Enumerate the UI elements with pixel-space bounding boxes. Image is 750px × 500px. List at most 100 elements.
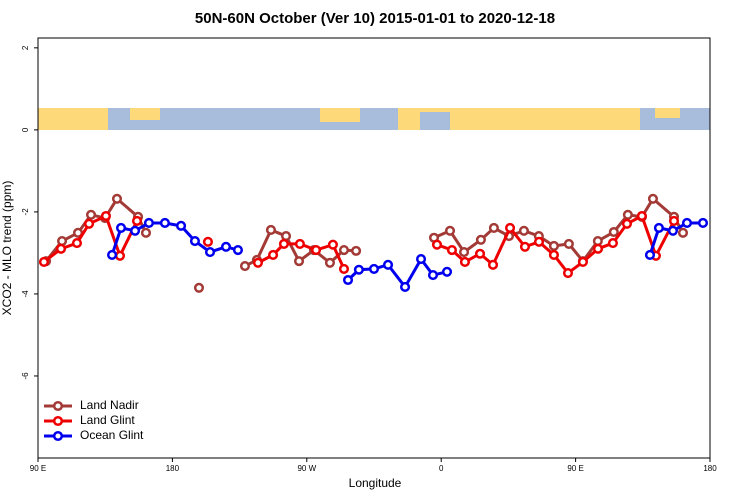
data-point [140, 227, 152, 238]
data-point [189, 235, 200, 247]
data-point [114, 250, 126, 261]
data-point [252, 257, 264, 268]
y-tick-label: -4 [21, 290, 30, 298]
x-tick-label: 90 E [30, 464, 46, 473]
y-tick-label: -6 [21, 372, 30, 380]
legend-marker [52, 400, 64, 412]
data-point [548, 240, 559, 251]
x-tick-label: 180 [703, 464, 717, 473]
y-tick-label: 0 [21, 127, 30, 132]
data-point [697, 217, 709, 229]
data-point [577, 256, 588, 267]
data-point [351, 245, 362, 256]
data-point [55, 243, 67, 254]
data-point [280, 231, 292, 242]
data-point [143, 217, 155, 229]
data-point [193, 282, 205, 293]
data-point [563, 238, 574, 249]
y-tick-label: 2 [21, 45, 30, 50]
chart-title: 50N-60N October (Ver 10) 2015-01-01 to 2… [195, 10, 555, 27]
data-point [608, 226, 619, 238]
legend-marker [52, 430, 64, 442]
data-point [204, 247, 216, 258]
data-point [475, 234, 486, 245]
data-point [338, 263, 350, 274]
data-point [622, 209, 633, 220]
data-point [131, 215, 143, 226]
data-point [84, 218, 95, 229]
data-point [533, 236, 545, 247]
data-point [202, 236, 213, 247]
data-point [636, 210, 647, 222]
legend-marker [52, 415, 64, 427]
data-point [444, 225, 456, 236]
data-point [294, 238, 305, 249]
data-point [368, 263, 380, 274]
data-point [519, 241, 531, 252]
data-point [592, 235, 603, 247]
data-point [107, 249, 118, 261]
data-point [100, 210, 111, 222]
data-point [459, 256, 470, 267]
data-point [653, 222, 664, 233]
x-tick-label: 90 W [297, 464, 316, 473]
data-point [562, 267, 574, 279]
legend-label: Land Nadir [80, 398, 139, 412]
data-point [446, 245, 458, 256]
data-point [681, 217, 693, 229]
data-point [488, 222, 499, 233]
data-point [176, 220, 187, 231]
data-point [474, 248, 486, 259]
y-tick-label: -2 [21, 208, 30, 216]
data-point [239, 260, 251, 272]
data-point [220, 241, 232, 252]
data-point [327, 239, 338, 250]
data-point [338, 245, 350, 256]
data-point [311, 245, 322, 256]
data-point [607, 238, 618, 249]
y-axis-label: XCO2 - MLO trend (ppm) [0, 181, 14, 316]
x-tick-label: 90 E [567, 464, 583, 473]
plot-frame [37, 37, 711, 459]
data-point [548, 249, 559, 261]
data-point [159, 217, 170, 229]
data-point [56, 235, 68, 247]
data-point [111, 193, 123, 204]
data-point [677, 227, 689, 238]
data-point [382, 259, 394, 270]
data-point [518, 225, 529, 236]
data-point [592, 243, 604, 254]
data-point [324, 257, 335, 268]
data-point [400, 281, 411, 293]
data-point [71, 238, 83, 249]
data-point [85, 209, 97, 220]
data-point [647, 193, 659, 204]
data-point [427, 270, 439, 281]
data-point [38, 256, 50, 267]
data-point [487, 259, 499, 270]
x-tick-label: 180 [166, 464, 180, 473]
data-point [644, 249, 656, 261]
data-point [415, 254, 427, 265]
data-point [668, 215, 680, 226]
data-point [130, 225, 141, 236]
data-point [268, 249, 279, 261]
legend-label: Ocean Glint [80, 428, 144, 442]
data-point [293, 256, 305, 267]
map-strip [38, 108, 710, 130]
x-axis-label: Longitude [349, 476, 402, 490]
data-point [278, 238, 290, 249]
data-point [115, 222, 127, 233]
legend-label: Land Glint [80, 413, 135, 427]
x-tick-label: 0 [439, 464, 444, 473]
data-point [431, 239, 443, 250]
data-point [441, 266, 453, 277]
data-point [667, 225, 679, 236]
data-point [265, 224, 277, 236]
data-point [504, 222, 516, 233]
data-point [232, 245, 244, 256]
data-point [458, 247, 470, 258]
data-point [342, 274, 354, 286]
data-point [621, 218, 633, 229]
